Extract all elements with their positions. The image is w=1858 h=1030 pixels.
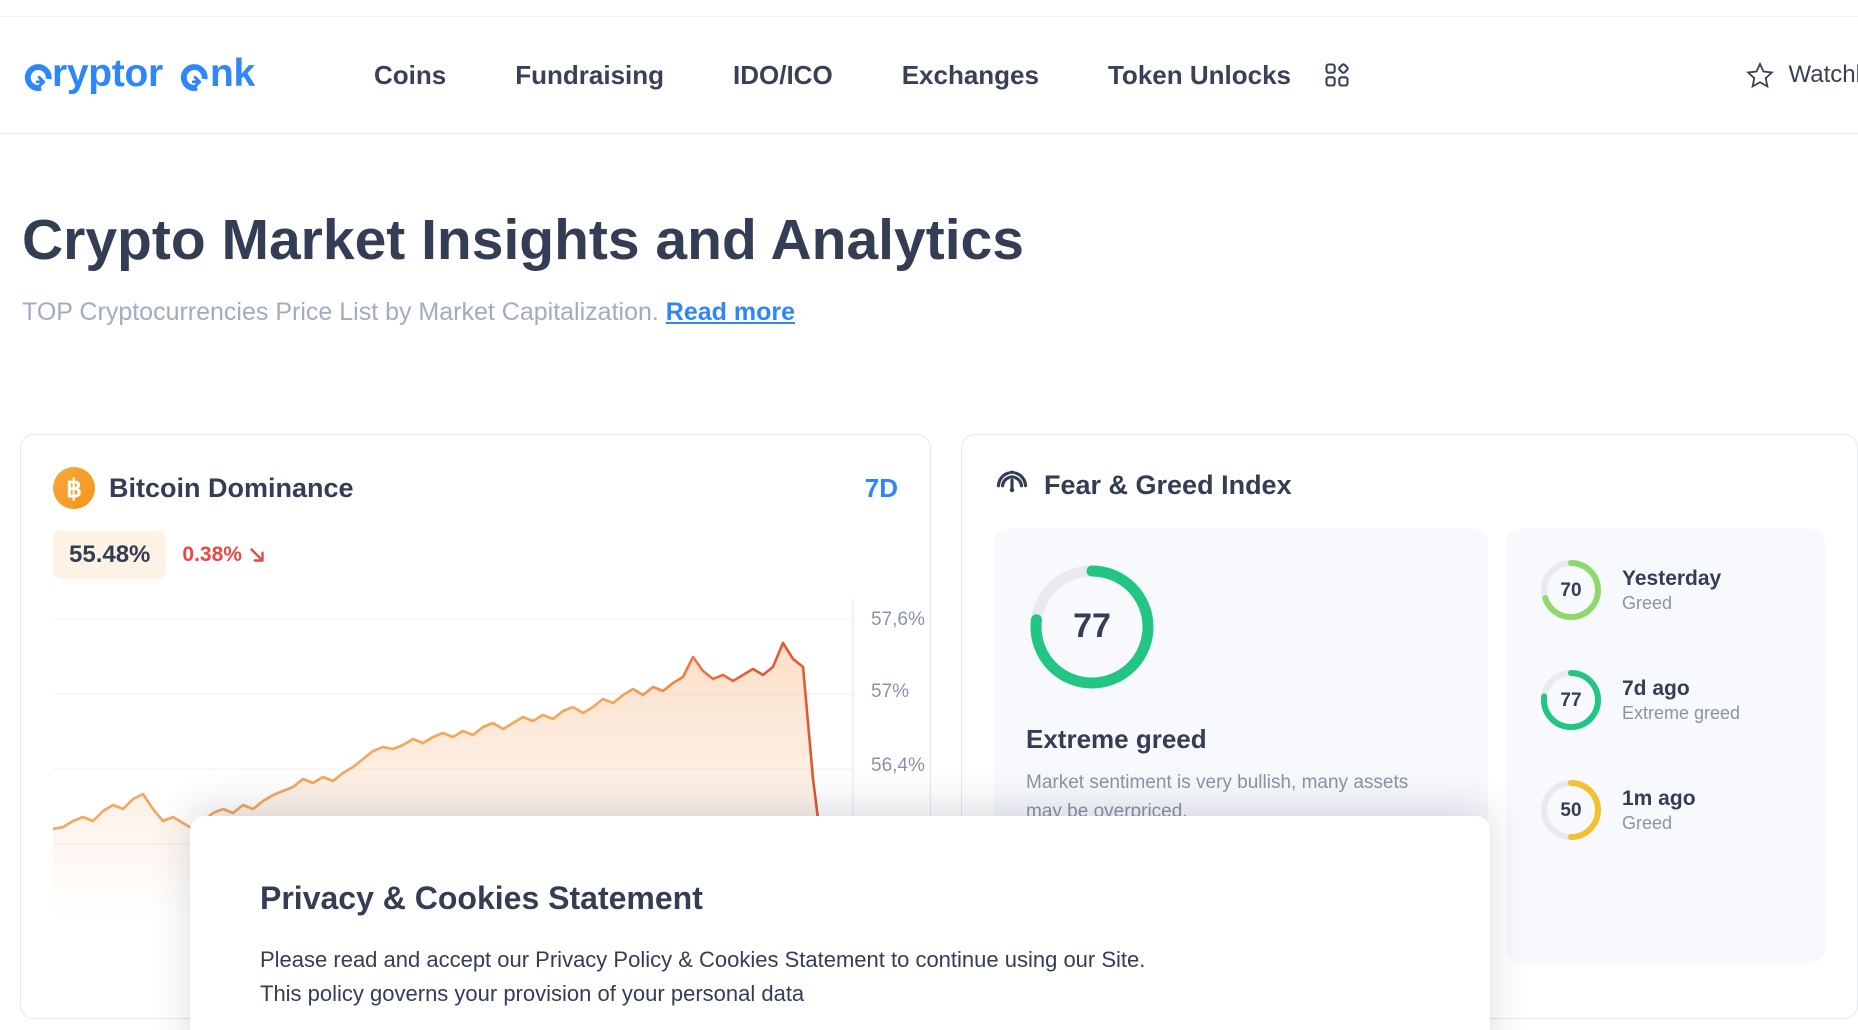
svg-text:nk: nk — [210, 55, 256, 95]
svg-text:฿: ฿ — [66, 475, 82, 503]
svg-text:77: 77 — [1073, 607, 1111, 645]
svg-text:70: 70 — [1560, 580, 1581, 601]
svg-text:ryptor: ryptor — [52, 55, 163, 95]
svg-text:77: 77 — [1560, 690, 1581, 711]
svg-text:50: 50 — [1560, 800, 1581, 821]
